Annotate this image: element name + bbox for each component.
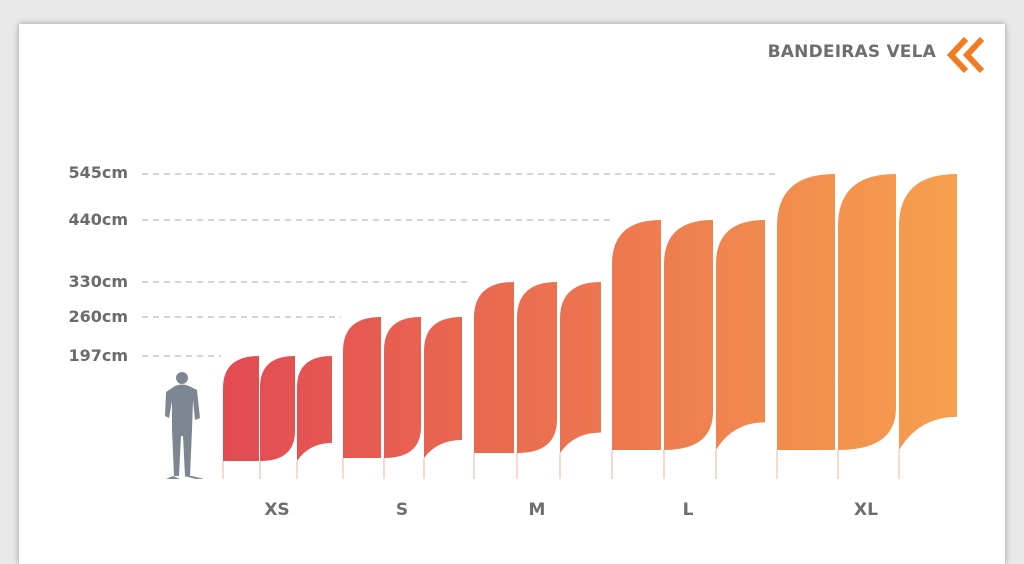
flag-l-straight	[612, 220, 661, 450]
height-label-197: 197cm	[68, 346, 128, 365]
person-silhouette-icon	[165, 372, 204, 479]
size-label-xl: XL	[854, 500, 878, 520]
flag-xl-straight	[777, 174, 835, 450]
flag-xs-convex	[260, 356, 295, 461]
height-guide-lines	[142, 173, 775, 357]
brand-title: BANDEIRAS VELA	[767, 42, 936, 62]
height-label-330: 330cm	[68, 272, 128, 291]
flag-m-straight	[474, 282, 514, 453]
flag-xs-concave	[297, 356, 332, 461]
height-label-440: 440cm	[68, 210, 128, 229]
size-label-xs: XS	[264, 500, 290, 520]
height-label-545: 545cm	[68, 163, 128, 182]
flag-xs-straight	[223, 356, 259, 461]
flag-xl-concave	[899, 174, 957, 450]
flag-l-convex	[664, 220, 713, 450]
size-label-l: L	[682, 500, 694, 520]
flags-group	[222, 174, 957, 479]
double-chevron-left-icon	[946, 37, 985, 73]
size-label-s: S	[395, 500, 409, 520]
flag-s-convex	[384, 317, 421, 458]
size-label-m: M	[528, 500, 546, 520]
height-label-260: 260cm	[68, 307, 128, 326]
flag-m-convex	[517, 282, 557, 453]
flag-s-straight	[343, 317, 381, 458]
flag-s-concave	[424, 317, 462, 458]
flag-l-concave	[716, 220, 765, 450]
flag-m-concave	[560, 282, 601, 453]
flag-xl-convex	[838, 174, 896, 450]
